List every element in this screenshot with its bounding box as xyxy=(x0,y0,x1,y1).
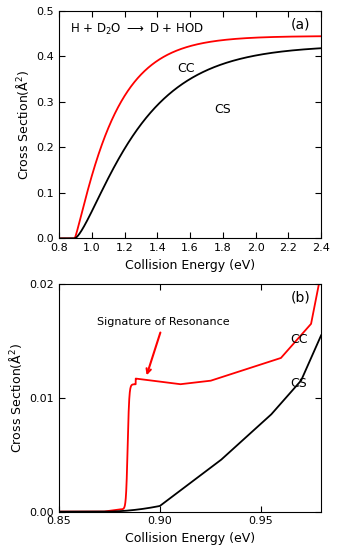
Text: (b): (b) xyxy=(291,291,311,305)
Text: CC: CC xyxy=(290,333,307,346)
Text: CC: CC xyxy=(177,62,194,76)
X-axis label: Collision Energy (eV): Collision Energy (eV) xyxy=(125,259,255,272)
Text: CS: CS xyxy=(290,376,307,390)
Text: (a): (a) xyxy=(291,18,311,32)
Text: Signature of Resonance: Signature of Resonance xyxy=(97,317,230,373)
Y-axis label: Cross Section(Å$^2$): Cross Section(Å$^2$) xyxy=(14,70,31,180)
Text: CS: CS xyxy=(215,103,232,116)
Y-axis label: Cross Section(Å$^2$): Cross Section(Å$^2$) xyxy=(7,343,24,453)
X-axis label: Collision Energy (eV): Collision Energy (eV) xyxy=(125,532,255,545)
Text: H + D$_2$O $\longrightarrow$ D + HOD: H + D$_2$O $\longrightarrow$ D + HOD xyxy=(70,22,204,38)
